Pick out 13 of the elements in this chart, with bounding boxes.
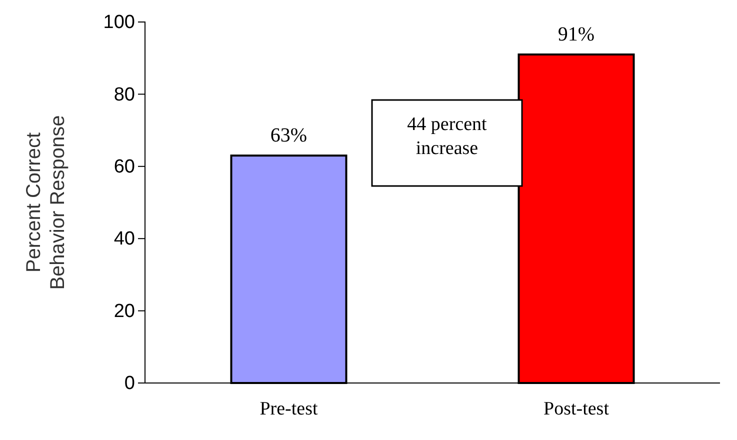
data-label: 91%	[558, 23, 595, 46]
y-tick-label: 60	[114, 156, 135, 178]
data-label: 63%	[270, 124, 308, 147]
y-axis-title: Percent Correct Behavior Response	[23, 115, 69, 290]
y-tick-label: 80	[114, 84, 135, 106]
x-tick-label: Pre-test	[260, 398, 318, 420]
annotation: 44 percent increase	[407, 114, 488, 159]
y-tick-label: 40	[114, 228, 135, 250]
note-box: 44 percent increase	[371, 99, 523, 187]
y-tick-label: 0	[124, 373, 135, 394]
y-tick-label: 100	[103, 12, 135, 34]
x-tick-label: Post-test	[544, 398, 610, 420]
y-tick-label: 20	[114, 300, 135, 322]
